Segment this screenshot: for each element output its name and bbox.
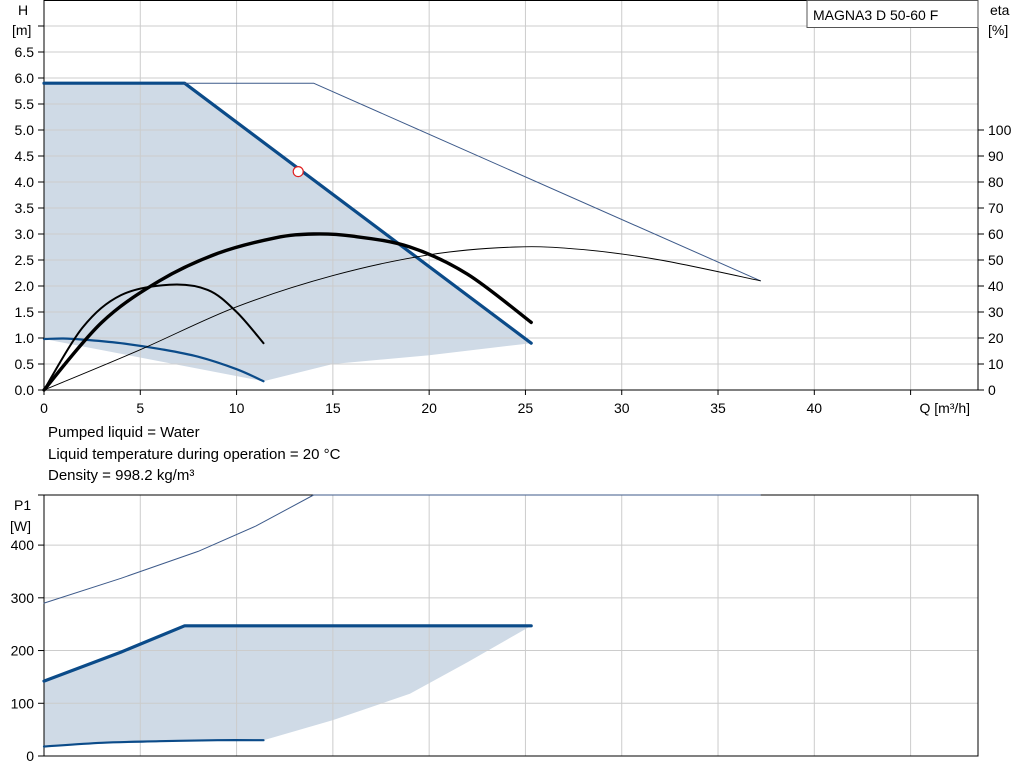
title-box: [806, 0, 979, 28]
y-tick-label: 0.5: [15, 356, 35, 372]
p1-axis-title-line1: P1: [14, 497, 31, 513]
x-tick-label: 40: [807, 400, 823, 416]
liquid-temperature-note: Liquid temperature during operation = 20…: [48, 446, 341, 463]
y2-tick-label: 90: [988, 148, 1004, 164]
y2-tick-label: 60: [988, 226, 1004, 242]
y-tick-label: 6.5: [15, 44, 35, 60]
y2-axis-title-line1: eta: [990, 2, 1010, 18]
y2-tick-label: 70: [988, 200, 1004, 216]
duty-point-marker: [292, 166, 304, 178]
y-tick-label: 2.0: [15, 278, 35, 294]
p1-tick-label: 300: [11, 590, 35, 606]
p1-tick-label: 100: [11, 695, 35, 711]
x-tick-label: 25: [518, 400, 534, 416]
density-note: Density = 998.2 kg/m³: [48, 467, 195, 484]
y-tick-label: 1.5: [15, 304, 35, 320]
p1-tick-label: 0: [26, 748, 34, 764]
power-curve-2: [43, 494, 761, 604]
head-curve-1: [42, 337, 265, 383]
x-axis-title: Q [m³/h]: [919, 400, 970, 416]
chart-title: MAGNA3 D 50-60 F: [813, 7, 938, 23]
power-curve-1: [42, 739, 265, 748]
y-tick-label: 5.5: [15, 96, 35, 112]
y-tick-label: 2.5: [15, 252, 35, 268]
y-tick-label: 1.0: [15, 330, 35, 346]
y-tick-label: 0.0: [15, 382, 35, 398]
x-tick-label: 15: [325, 400, 341, 416]
x-tick-label: 0: [40, 400, 48, 416]
efficiency-curve-4: [43, 283, 265, 391]
y-tick-label: 6.0: [15, 70, 35, 86]
efficiency-curve-5: [43, 246, 761, 391]
y2-tick-label: 10: [988, 356, 1004, 372]
x-tick-label: 30: [614, 400, 630, 416]
x-tick-label: 20: [421, 400, 437, 416]
y2-tick-label: 50: [988, 252, 1004, 268]
x-tick-label: 35: [710, 400, 726, 416]
y-tick-label: 4.5: [15, 148, 35, 164]
y-tick-label: 3.0: [15, 226, 35, 242]
operating-range-region: [44, 83, 532, 382]
x-tick-label: 5: [136, 400, 144, 416]
y-axis-title-line1: H: [18, 2, 28, 18]
x-tick-label: 10: [229, 400, 245, 416]
y2-axis-title-line2: [%]: [988, 22, 1008, 38]
y2-tick-label: 40: [988, 278, 1004, 294]
efficiency-curve-3: [42, 232, 533, 392]
y2-tick-label: 30: [988, 304, 1004, 320]
p1-tick-label: 200: [11, 643, 35, 659]
p1-axis-title-line2: [W]: [10, 518, 31, 534]
y-tick-label: 4.0: [15, 174, 35, 190]
y2-tick-label: 20: [988, 330, 1004, 346]
power-curve-0: [42, 624, 533, 683]
head-curve-2: [184, 82, 761, 282]
top-plot-frame: [43, 0, 979, 391]
y-tick-label: 3.5: [15, 200, 35, 216]
power-operating-range-region: [44, 625, 532, 747]
y2-tick-label: 80: [988, 174, 1004, 190]
y-tick-label: 5.0: [15, 122, 35, 138]
p1-tick-label: 400: [11, 537, 35, 553]
y2-tick-label: 0: [988, 382, 996, 398]
y-axis-title-line2: [m]: [12, 22, 31, 38]
pumped-liquid-note: Pumped liquid = Water: [48, 424, 200, 441]
y2-tick-label: 100: [988, 122, 1012, 138]
